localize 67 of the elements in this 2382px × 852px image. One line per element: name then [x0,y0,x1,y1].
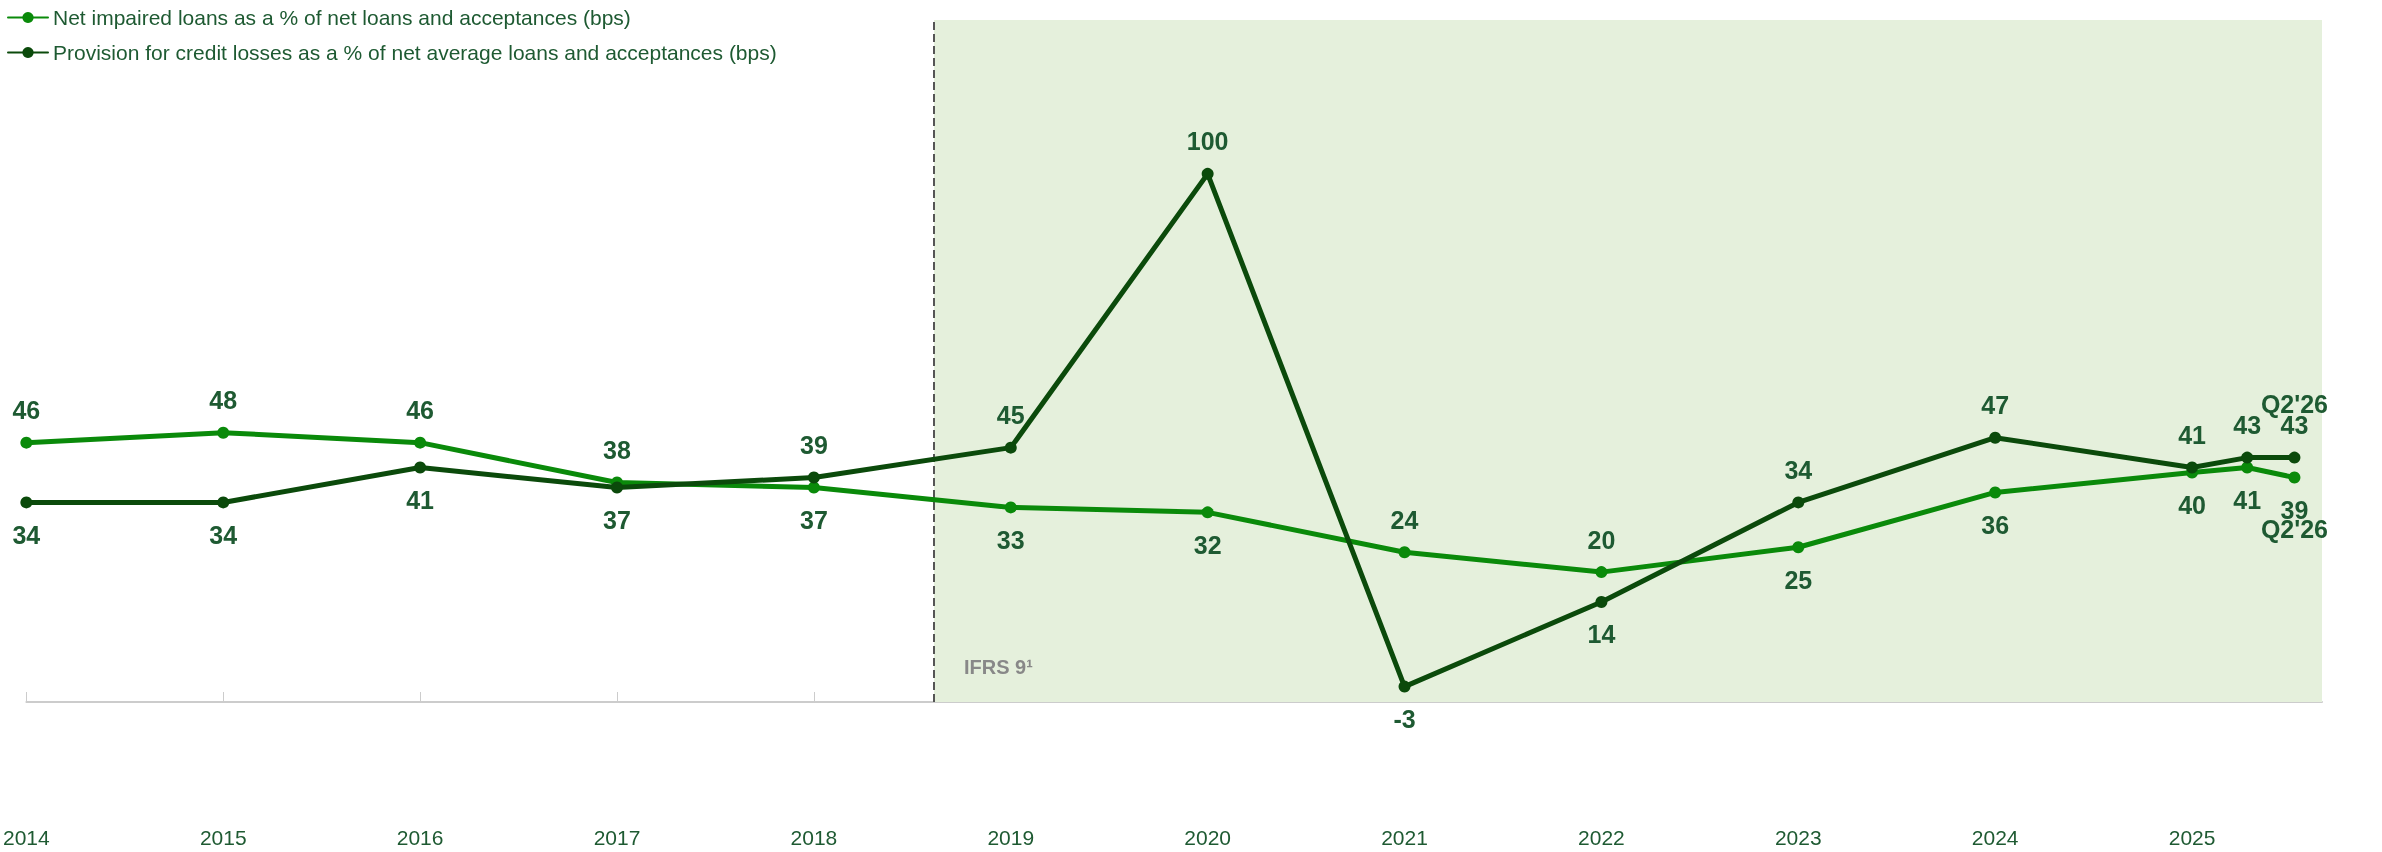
point [2288,451,2301,464]
point [2186,461,2199,474]
data-label: 20 [1587,525,1616,554]
data-label: 45 [996,401,1025,430]
x-tick-label: 2022 [1578,826,1625,849]
x-tick-label: 2019 [987,826,1035,849]
point [807,471,820,484]
data-label: 33 [996,525,1025,554]
data-label: 41 [2233,486,2262,515]
point [1595,595,1608,608]
data-label: 34 [209,520,238,549]
data-label: 34 [12,520,41,549]
data-label: 46 [12,396,41,425]
data-label: -3 [1393,705,1416,734]
data-label: 36 [1981,510,2010,539]
point [1201,167,1214,180]
point [2241,451,2254,464]
x-tick-label: 2014 [3,826,51,849]
legend-label: Provision for credit losses as a % of net average loans and acceptances (bps) [53,41,777,64]
data-label: 38 [603,436,631,464]
point [1595,566,1608,579]
data-label: 47 [1981,391,2010,420]
point [217,426,230,439]
x-tick-label: 2025 [2168,826,2216,849]
point [1398,546,1411,559]
point [20,496,33,509]
data-label: 40 [2178,491,2206,520]
point [1792,541,1805,554]
point [1398,680,1411,693]
data-label: 100 [1186,127,1229,156]
x-tick-label: 2024 [1971,826,2019,849]
point [2288,471,2301,484]
x-tick-label: 2015 [199,826,247,849]
data-label: 34 [1784,455,1813,484]
point [414,436,427,449]
data-label: 32 [1193,530,1222,559]
data-label: 41 [406,486,435,515]
point [1792,496,1805,509]
point [807,481,820,494]
data-label: 37 [603,505,631,534]
band-label: IFRS 9¹ [963,656,1034,678]
data-label: 41 [2178,421,2207,450]
annotation: Q2'26 [2260,390,2328,419]
x-tick-label: 2021 [1381,826,1428,849]
data-label: 39 [799,431,828,460]
data-label: 24 [1390,505,1419,534]
x-tick-label: 2023 [1774,826,1822,849]
point [1004,441,1017,454]
point [1989,431,2002,444]
x-tick-label: 2020 [1184,826,1232,849]
x-tick-label: 2017 [593,826,641,849]
legend-label: Net impaired loans as a % of net loans and acceptances (bps) [53,6,631,29]
x-tick-label: 2018 [790,826,838,849]
point [1989,486,2002,499]
data-label: 37 [799,505,828,534]
point [1004,501,1017,514]
point [1201,506,1214,519]
point [414,461,427,474]
point [611,481,623,494]
data-label: 25 [1784,565,1813,594]
x-tick-label: 2016 [396,826,444,849]
point [20,436,33,449]
data-label: 43 [2233,411,2262,440]
point [217,496,230,509]
data-label: 14 [1587,620,1616,649]
data-label: 46 [406,396,435,425]
data-label: 48 [209,386,238,415]
